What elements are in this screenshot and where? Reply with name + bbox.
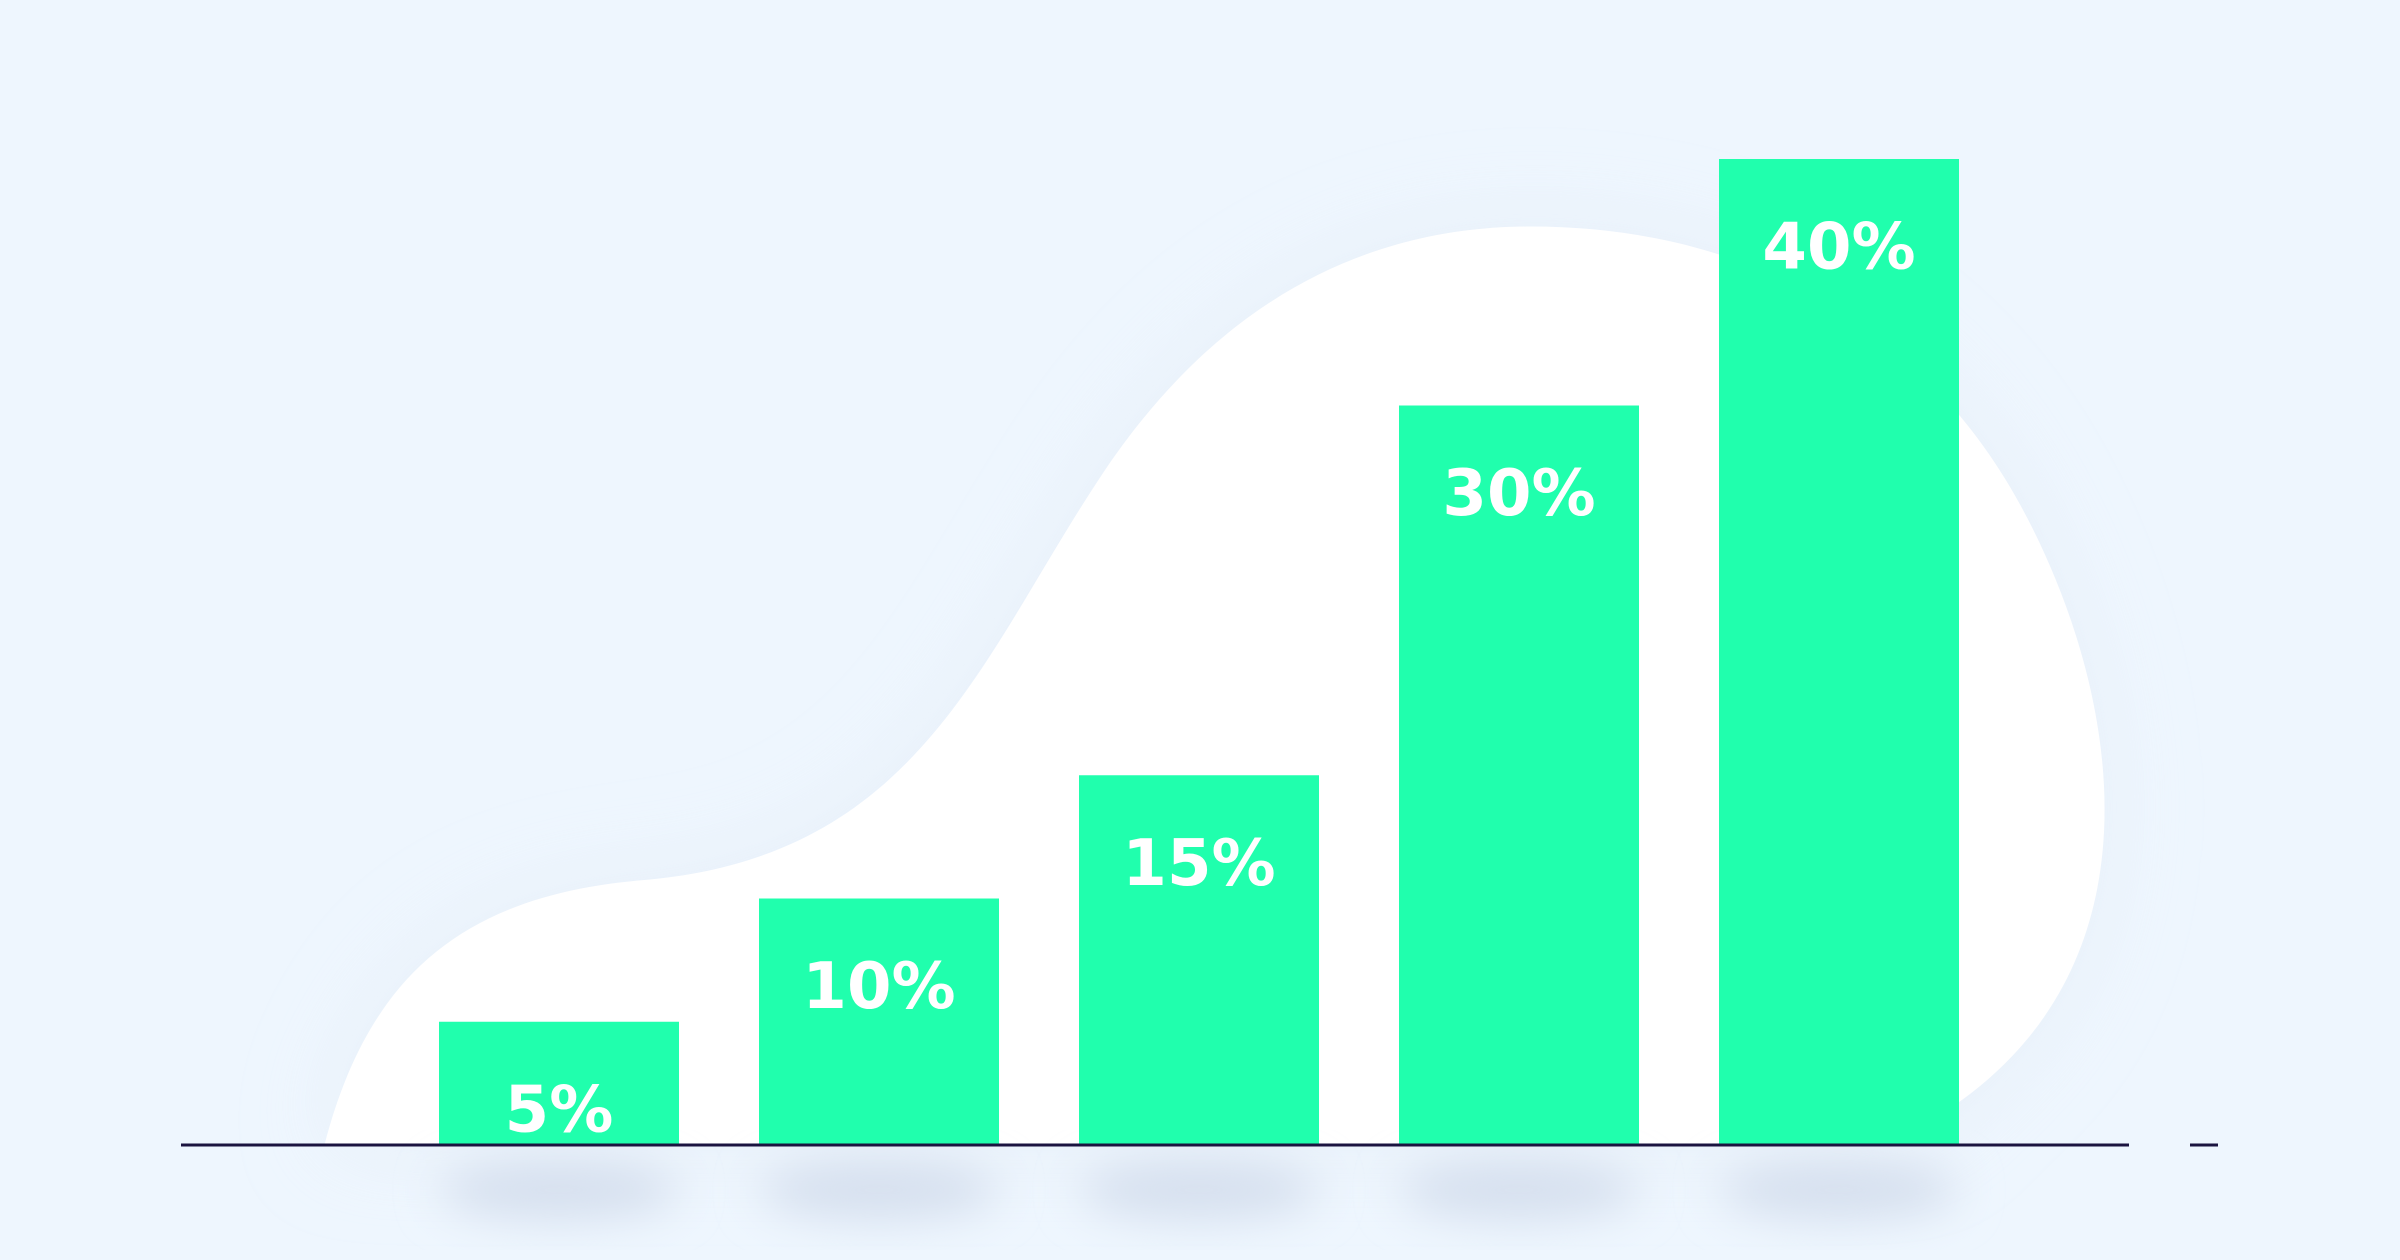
value-label: 10% [802, 950, 955, 1024]
bar [1719, 159, 1959, 1145]
bar [439, 1021, 679, 1145]
value-label: 40% [1762, 211, 1915, 285]
bar-shadow [1399, 1160, 1639, 1220]
bar [1399, 405, 1639, 1145]
bar-shadow [759, 1160, 999, 1220]
value-label: 30% [1442, 457, 1595, 531]
value-label: 15% [1122, 827, 1275, 901]
value-label: 5% [505, 1073, 614, 1147]
bars: 5% 10% 15% 30% 40% [439, 159, 1959, 1147]
bar [759, 898, 999, 1145]
bar [1079, 775, 1319, 1145]
bar-shadow [439, 1160, 679, 1220]
bar-shadows [439, 1160, 1959, 1220]
bar-shadow [1719, 1160, 1959, 1220]
bar-shadow [1079, 1160, 1319, 1220]
